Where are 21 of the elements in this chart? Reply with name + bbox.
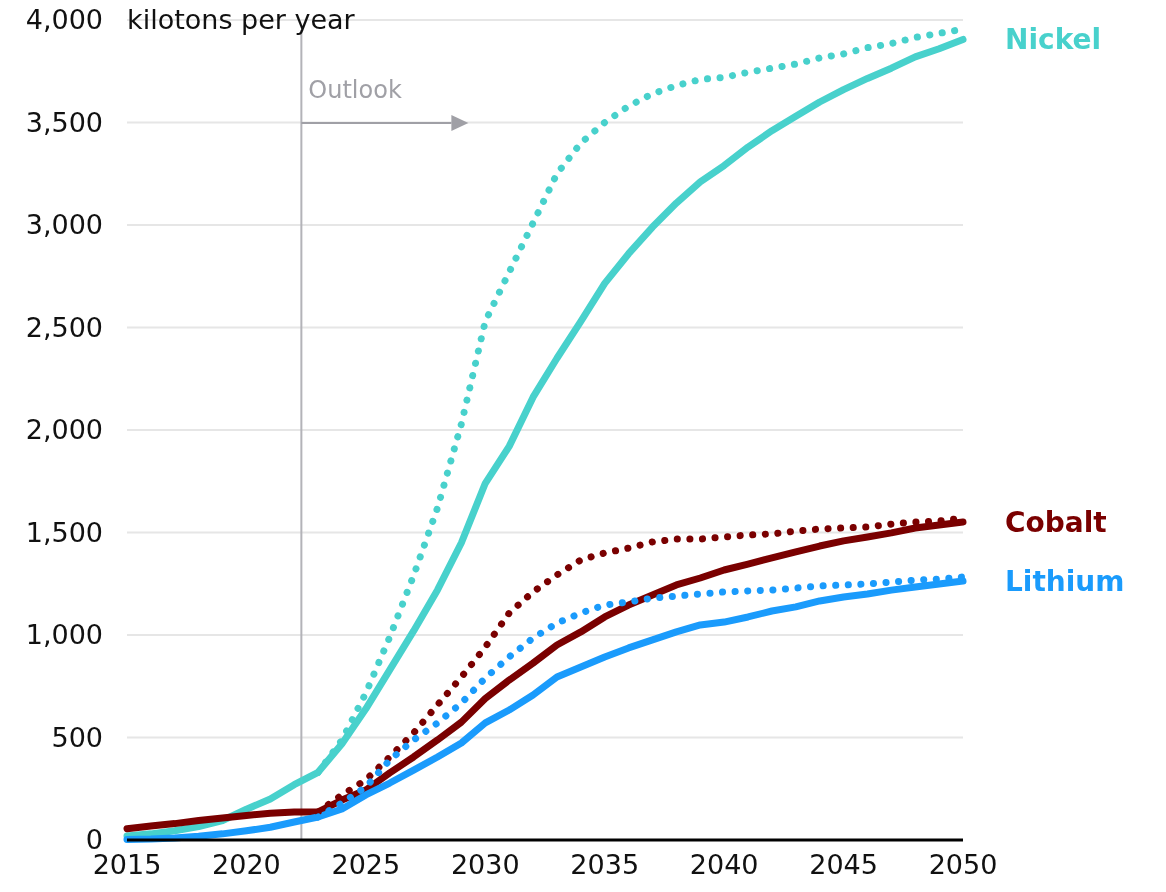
x-tick-label: 2015: [92, 849, 162, 880]
x-tick-label: 2020: [212, 849, 281, 880]
y-tick-label: 1,500: [25, 516, 103, 548]
y-tick-label: 3,000: [25, 209, 103, 241]
y-tick-label: 2,500: [25, 311, 103, 343]
x-tick-label: 2025: [331, 849, 401, 880]
x-tick-label: 2035: [570, 849, 640, 880]
series-label: Lithium: [1005, 564, 1125, 598]
x-tick-label: 2050: [928, 849, 998, 880]
x-tick-label: 2030: [450, 849, 520, 880]
x-tick-label: 2045: [809, 849, 878, 880]
y-tick-label: 4,000: [25, 4, 103, 36]
y-tick-label: 3,500: [25, 106, 103, 138]
y-tick-label: 2,000: [25, 414, 103, 446]
y-axis-title: kilotons per year: [127, 4, 356, 36]
ref-line-label: Outlook: [308, 76, 402, 104]
x-tick-label: 2040: [689, 849, 759, 880]
series-label: Cobalt: [1005, 505, 1107, 539]
y-tick-label: 500: [51, 721, 103, 753]
series-label: Nickel: [1005, 23, 1102, 57]
y-tick-label: 1,000: [25, 619, 103, 651]
